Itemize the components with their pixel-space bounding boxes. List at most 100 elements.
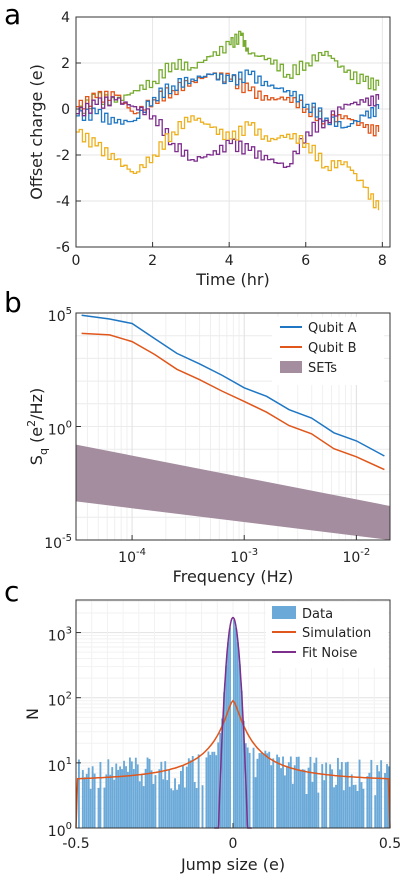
a-ytick-label: 0 [61, 102, 70, 118]
c-histogram-bar [109, 774, 112, 828]
c-histogram-bar [227, 642, 229, 828]
c-histogram-bar [119, 766, 122, 828]
c-histogram-bar [254, 777, 257, 828]
c-histogram-bar [111, 767, 114, 828]
c-histogram-bar [278, 757, 280, 828]
c-histogram-bar [303, 769, 306, 828]
c-histogram-bar [350, 774, 353, 828]
a-xtick-label: 6 [301, 253, 310, 269]
c-histogram-bar [240, 690, 243, 828]
a-ytick-label: 4 [61, 10, 70, 26]
c-histogram-bar [266, 753, 269, 828]
c-histogram-bar [189, 760, 192, 828]
c-histogram-bar [297, 756, 300, 828]
c-histogram-bar [374, 795, 377, 828]
c-histogram-bar [321, 764, 324, 828]
a-x-axis-label: Time (hr) [195, 270, 269, 289]
c-histogram-bar [211, 751, 214, 828]
c-histogram-bar [344, 762, 347, 828]
c-histogram-bar [180, 770, 182, 828]
c-histogram-bar [331, 769, 333, 828]
c-histogram-bar [223, 692, 226, 828]
c-histogram-bar [170, 788, 173, 828]
c-histogram-bar [195, 788, 198, 828]
c-histogram-bar [89, 788, 92, 828]
c-histogram-bar [323, 780, 326, 828]
b-series-line-0 [81, 314, 385, 457]
c-histogram-bar [335, 784, 337, 828]
c-x-axis-label: Jump size (e) [180, 855, 285, 874]
c-histogram-bar [248, 752, 251, 828]
c-histogram-bar [215, 755, 218, 828]
c-histogram-bar [258, 753, 261, 828]
c-histogram-bar [313, 762, 316, 828]
a-series-line-3 [76, 94, 380, 168]
a-series-line-2 [76, 69, 380, 129]
c-histogram-bar [221, 718, 224, 828]
c-histogram-bar [307, 767, 310, 828]
c-histogram-bar [262, 754, 265, 828]
b-xtick-label: 10-2 [342, 547, 370, 566]
c-histogram-bar [339, 769, 341, 828]
c-histogram-bar [356, 791, 359, 828]
c-histogram-bar [340, 762, 343, 828]
c-histogram-bar [164, 761, 167, 828]
b-sets-band [76, 444, 390, 540]
c-histogram-bar [272, 758, 275, 828]
c-histogram-bar [293, 765, 296, 828]
c-histogram-bar [187, 758, 190, 828]
c-histogram-bar [113, 779, 116, 828]
c-histogram-bar [315, 757, 318, 828]
c-histogram-bar [256, 758, 259, 828]
c-histogram-bar [83, 777, 86, 828]
c-histogram-bar [368, 772, 371, 828]
c-histogram-bar [146, 757, 149, 828]
a-ytick-label: -6 [56, 240, 70, 256]
a-series-line-0 [76, 30, 380, 115]
a-xtick-label: 2 [148, 253, 157, 269]
c-histogram-bar [252, 747, 255, 828]
c-histogram-bar [99, 762, 102, 828]
c-histogram-bar [115, 763, 118, 828]
c-histogram-bar [81, 770, 84, 828]
c-histogram-bar [295, 756, 298, 828]
c-histogram-bar [282, 756, 284, 828]
c-histogram-bar [183, 787, 186, 828]
c-histogram-bar [329, 764, 332, 828]
c-histogram-bar [91, 766, 94, 828]
c-histogram-bar [242, 720, 245, 828]
c-histogram-bar [238, 664, 241, 828]
c-fit-noise-line [214, 616, 252, 829]
c-histogram-bar [378, 771, 381, 828]
c-histogram-bar [87, 767, 90, 828]
b-ytick-label: 105 [48, 306, 72, 325]
c-histogram-bar [380, 760, 383, 828]
c-legend-swatch-0 [272, 606, 296, 619]
c-histogram-bar [337, 757, 339, 828]
c-histogram-bar [93, 773, 96, 828]
c-histogram-bar [233, 619, 235, 828]
c-histogram-bar [299, 770, 302, 828]
c-histogram-bar [140, 775, 143, 828]
c-histogram-bar [136, 764, 139, 828]
c-histogram-bar [130, 761, 133, 828]
b-x-axis-label: Frequency (Hz) [173, 567, 294, 586]
c-histogram-bar [174, 778, 176, 828]
c-histogram-bar [85, 773, 88, 828]
c-histogram-bar [317, 792, 320, 828]
c-histogram-bar [158, 769, 161, 828]
c-histogram-bar [117, 770, 120, 828]
c-histogram-bar [78, 759, 80, 828]
a-ytick-label: 2 [61, 56, 70, 72]
c-ytick-label: 102 [48, 691, 72, 710]
c-histogram-bar [311, 781, 314, 828]
c-histogram-bar [309, 756, 312, 828]
a-xtick-label: 4 [225, 253, 234, 269]
b-ytick-label: 10-5 [44, 533, 72, 552]
c-histogram-bar [154, 775, 157, 828]
b-legend-swatch-2 [280, 361, 302, 373]
c-histogram-bar [229, 627, 231, 828]
c-histogram-bar [144, 768, 147, 828]
c-ytick-label: 103 [48, 626, 72, 645]
